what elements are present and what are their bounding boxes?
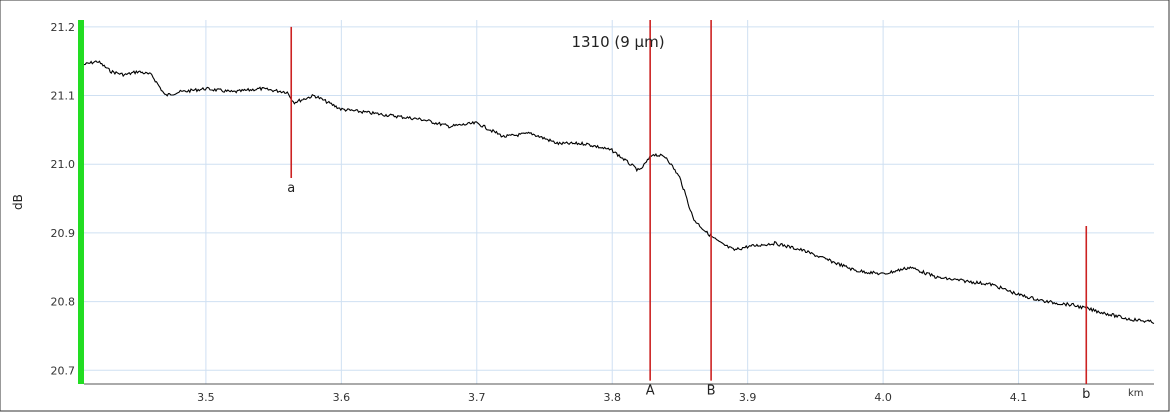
marker-label-A: A: [646, 384, 655, 399]
grid-lines: [84, 20, 1154, 385]
y-tick-label: 20.9: [51, 227, 76, 240]
x-tick-label: 3.7: [468, 391, 486, 404]
y-tick-label: 20.7: [51, 364, 76, 377]
x-tick-label: 4.0: [874, 391, 892, 404]
x-tick-label: 3.5: [197, 391, 215, 404]
marker-label-a: a: [287, 181, 295, 196]
y-tick-label: 21.2: [51, 21, 76, 34]
y-axis-label: dB: [11, 194, 25, 210]
x-axis-unit: km: [1128, 388, 1144, 399]
marker-label-b: b: [1082, 387, 1090, 402]
x-tick-label: 3.9: [739, 391, 757, 404]
x-tick-labels: 3.5 3.6 3.7 3.8 3.9 4.0 4.1: [197, 391, 1027, 404]
y-tick-label: 21.1: [51, 90, 76, 103]
x-tick-label: 4.1: [1010, 391, 1028, 404]
x-tick-label: 3.8: [603, 391, 621, 404]
x-tick-label: 3.6: [333, 391, 351, 404]
y-axis-green-band: [78, 20, 84, 384]
marker-label-B: B: [707, 384, 716, 399]
y-tick-label: 20.8: [51, 296, 76, 309]
chart-title: 1310 (9 µm): [571, 33, 664, 51]
y-tick-labels: 20.7 20.8 20.9 21.0 21.1 21.2: [51, 21, 76, 377]
y-tick-label: 21.0: [51, 158, 76, 171]
series-line-trace: [83, 60, 1155, 325]
